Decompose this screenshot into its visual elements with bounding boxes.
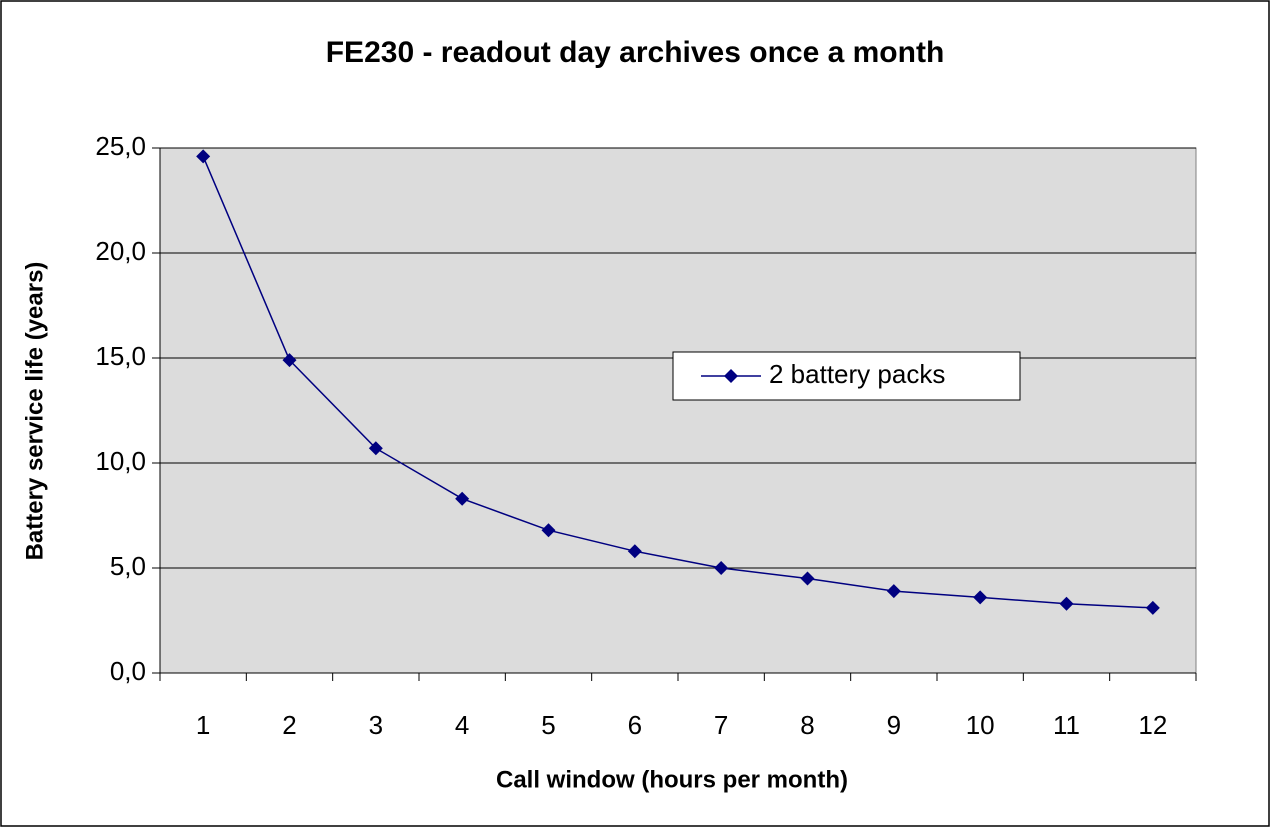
y-axis-label: Battery service life (years): [21, 262, 48, 561]
plot-area: [159, 147, 1197, 674]
y-tick-label: 5,0: [110, 551, 146, 581]
y-tick-label: 15,0: [95, 341, 146, 371]
data-point: [1145, 600, 1160, 615]
x-axis-label: Call window (hours per month): [496, 766, 848, 793]
x-tick-label: 3: [369, 710, 383, 740]
data-point: [800, 571, 815, 586]
data-point: [541, 523, 556, 538]
x-tick-label: 2: [282, 710, 296, 740]
y-tick-label: 20,0: [95, 236, 146, 266]
y-tick-label: 0,0: [110, 656, 146, 686]
x-tick-label: 1: [196, 710, 210, 740]
legend-label: 2 battery packs: [769, 359, 945, 389]
legend-marker: [724, 369, 738, 383]
series-line: [202, 156, 1153, 609]
y-tick-label: 10,0: [95, 446, 146, 476]
y-tick-label: 25,0: [95, 131, 146, 161]
chart-title: FE230 - readout day archives once a mont…: [326, 36, 945, 69]
data-point: [627, 544, 642, 559]
x-tick-label: 7: [714, 710, 728, 740]
x-tick-label: 4: [455, 710, 469, 740]
data-point: [196, 149, 211, 164]
x-tick-label: 12: [1138, 710, 1167, 740]
x-tick-label: 11: [1053, 710, 1080, 740]
data-point: [714, 561, 729, 575]
data-point: [282, 353, 297, 368]
data-point: [886, 584, 901, 599]
x-tick-label: 5: [541, 710, 555, 740]
x-tick-label: 10: [966, 710, 995, 740]
x-tick-label: 8: [800, 710, 814, 740]
data-point: [973, 590, 988, 605]
data-point: [455, 491, 470, 506]
x-tick-label: 9: [887, 710, 901, 740]
data-point: [368, 441, 383, 456]
x-tick-label: 6: [628, 710, 642, 740]
data-point: [1059, 596, 1074, 611]
